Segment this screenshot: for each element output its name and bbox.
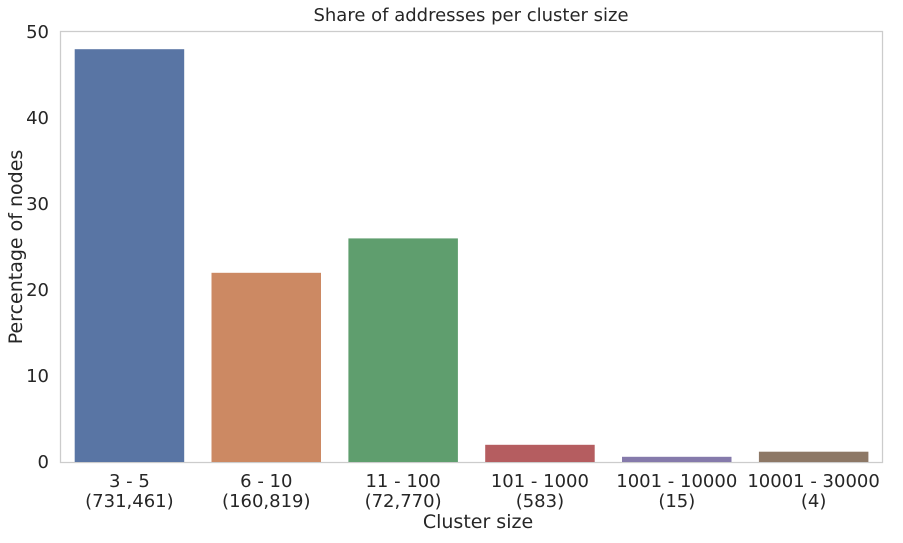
x-tick-label-2-0: 11 - 100 bbox=[365, 471, 440, 492]
bars-layer bbox=[74, 49, 869, 462]
x-tick-label-1-0: 6 - 10 bbox=[240, 471, 292, 492]
bar-1 bbox=[211, 272, 321, 462]
y-tick-label-2: 20 bbox=[26, 280, 49, 301]
bar-4 bbox=[622, 456, 732, 462]
x-tick-label-1-1: (160,819) bbox=[222, 491, 310, 512]
x-tick-labels: 3 - 5(731,461) 6 - 10(160,819) 11 - 100(72… bbox=[85, 471, 880, 512]
x-axis-label: Cluster size bbox=[423, 511, 533, 533]
y-tick-labels: 0 10 20 30 40 50 bbox=[26, 22, 49, 473]
x-tick-label-3-0: 101 - 1000 bbox=[491, 471, 589, 492]
bar-5 bbox=[758, 451, 869, 462]
y-axis-label: Percentage of nodes bbox=[5, 150, 27, 345]
bar-3 bbox=[485, 444, 595, 462]
y-tick-label-4: 40 bbox=[26, 108, 49, 129]
plot-area bbox=[59, 30, 884, 464]
x-tick-label-3-1: (583) bbox=[516, 491, 564, 512]
x-tick-label-0-0: 3 - 5 bbox=[109, 471, 150, 492]
y-tick-label-5: 50 bbox=[26, 22, 49, 43]
x-tick-label-4-1: (15) bbox=[658, 491, 695, 512]
bar-2 bbox=[348, 238, 458, 462]
x-tick-label-2-1: (72,770) bbox=[365, 491, 442, 512]
y-tick-label-0: 0 bbox=[38, 452, 49, 473]
chart-title: Share of addresses per cluster size bbox=[313, 5, 628, 26]
x-tick-label-5-0: 10001 - 30000 bbox=[747, 471, 879, 492]
bar-0 bbox=[74, 49, 185, 462]
y-tick-label-3: 30 bbox=[26, 194, 49, 215]
y-tick-label-1: 10 bbox=[26, 366, 49, 387]
x-tick-label-0-1: (731,461) bbox=[85, 491, 173, 512]
x-tick-label-5-1: (4) bbox=[801, 491, 827, 512]
x-tick-label-4-0: 1001 - 10000 bbox=[616, 471, 737, 492]
